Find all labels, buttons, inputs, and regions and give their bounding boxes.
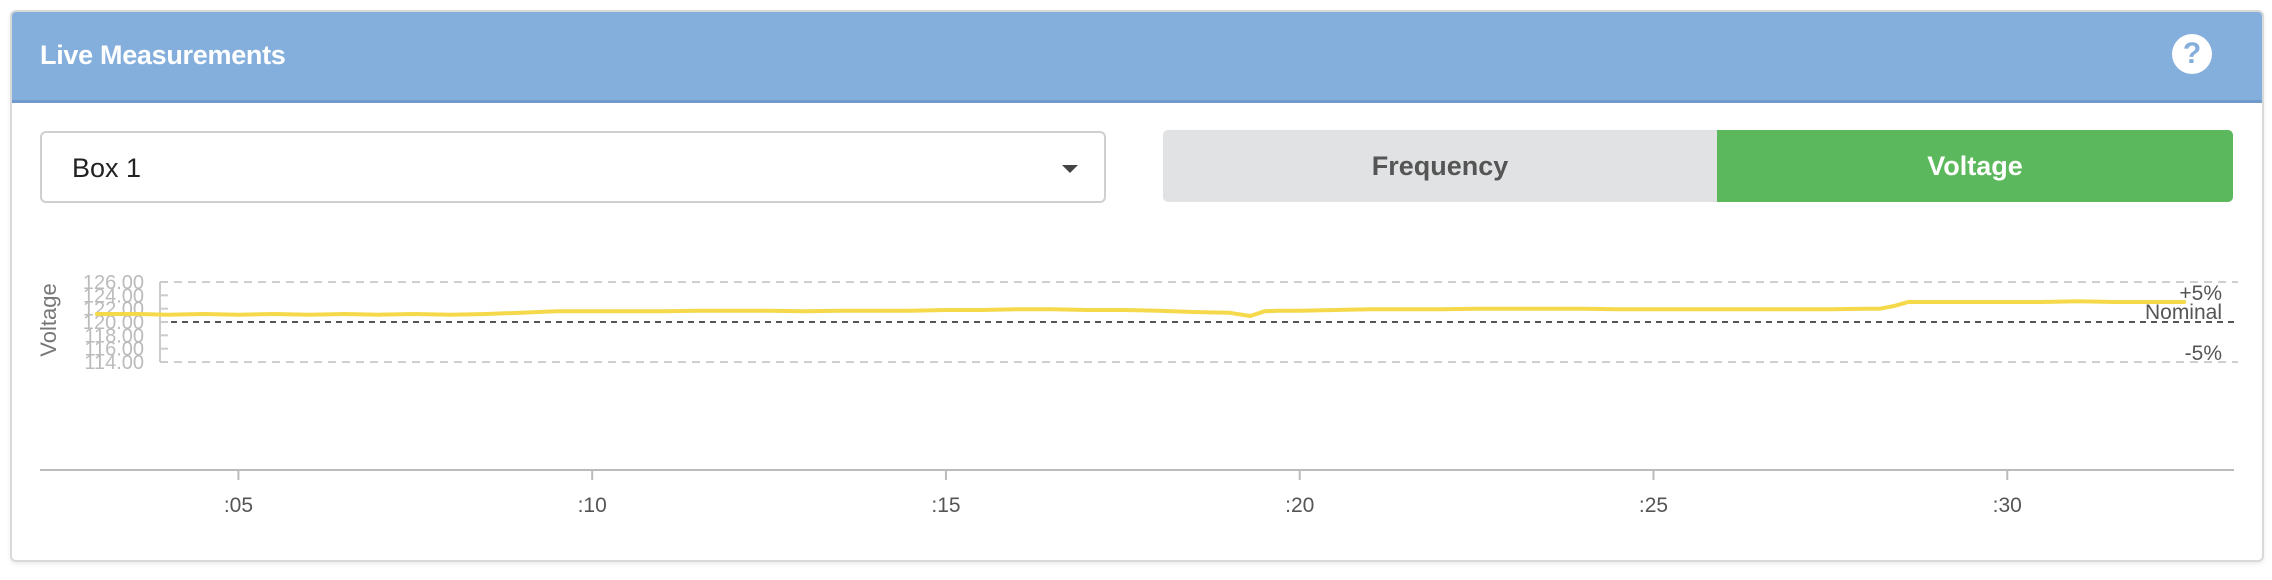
panel-header: Live Measurements ?: [12, 12, 2262, 103]
x-tick-label: :30: [1993, 494, 2022, 517]
box-select-value: Box 1: [72, 153, 142, 183]
y-tick-label: 114.00: [84, 352, 144, 374]
x-tick-label: :05: [224, 494, 253, 517]
x-tick-label: :10: [578, 494, 607, 517]
voltage-toggle-button[interactable]: Voltage: [1717, 130, 2233, 202]
question-circle-icon[interactable]: ?: [2172, 34, 2212, 74]
x-tick-label: :25: [1639, 494, 1668, 517]
y-tick-label: 118.00: [84, 325, 144, 347]
reference-line-label: Nominal: [2145, 301, 2222, 324]
live-measurements-panel: Live Measurements ? Box 1 Frequency Volt…: [10, 10, 2264, 562]
reference-line-label: +5%: [2179, 282, 2222, 305]
y-tick-label: 126.00: [83, 272, 144, 294]
x-tick-label: :20: [1285, 494, 1314, 517]
x-tick-label: :15: [931, 494, 960, 517]
y-tick-label: 124.00: [83, 285, 144, 307]
voltage-chart: Voltage +5%Nominal-5%126.00124.00122.0012…: [36, 272, 2238, 517]
panel-title: Live Measurements: [40, 40, 286, 70]
frequency-toggle-button[interactable]: Frequency: [1163, 130, 1717, 202]
question-mark-glyph: ?: [2182, 37, 2202, 70]
y-tick-label: 120.00: [83, 312, 144, 334]
reference-line-label: -5%: [2185, 342, 2222, 365]
y-axis-label: Voltage: [36, 283, 61, 356]
voltage-series-line: [94, 299, 2187, 318]
caret-down-icon: [1062, 165, 1078, 173]
box-select[interactable]: Box 1: [40, 131, 1106, 203]
y-tick-label: 116.00: [84, 339, 144, 361]
